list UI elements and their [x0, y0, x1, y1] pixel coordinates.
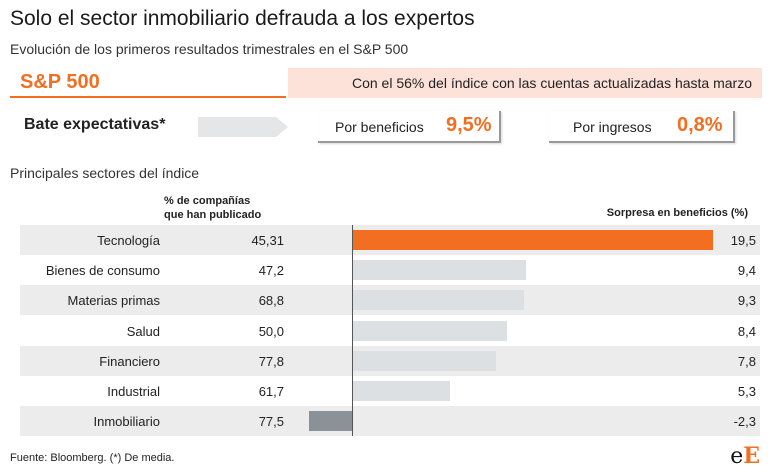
published-header-line-2: que han publicado [164, 209, 262, 221]
sector-name: Industrial [107, 384, 160, 399]
published-percent: 77,5 [258, 414, 284, 430]
logo-letter-e: e [730, 444, 744, 469]
table-row: Bienes de consumo 47,2 9,4 [20, 255, 760, 285]
table-row: Tecnología 45,31 19,5 [20, 225, 760, 255]
published-percent: 68,8 [258, 293, 284, 309]
surprise-value-label: 7,8 [737, 353, 756, 369]
table-row: Inmobiliario 77,5 -2,3 [20, 406, 760, 437]
sector-name: Inmobiliario [93, 414, 160, 430]
index-banner: S&P 500 Con el 56% del índice con las cu… [10, 68, 762, 98]
logo-letter-E: E [743, 443, 760, 469]
earnings-beat-value: 9,5% [446, 114, 492, 136]
sector-name: Financiero [99, 353, 160, 369]
published-percent: 61,7 [258, 384, 284, 399]
index-note: Con el 56% del índice con las cuentas ac… [351, 75, 752, 91]
table-row: Financiero 77,8 7,8 [20, 345, 760, 376]
published-percent: 50,0 [258, 323, 284, 339]
arrow-right-icon [198, 117, 288, 137]
surprise-bar [352, 260, 526, 281]
surprise-value-label: 9,3 [737, 293, 756, 309]
zero-axis-line [352, 225, 353, 436]
surprise-bar [352, 350, 497, 371]
surprise-value-label: 8,4 [737, 323, 756, 339]
published-header-line-1: % de compañías [164, 195, 251, 207]
surprise-bar [352, 320, 508, 341]
sectors-title: Principales sectores del índice [10, 165, 200, 181]
beat-expectations-label: Bate expectativas* [24, 116, 166, 133]
published-column-header: % de compañías que han publicado [164, 194, 261, 222]
surprise-bar [352, 230, 713, 250]
sector-name: Salud [126, 323, 160, 339]
table-row: Materias primas 68,8 9,3 [20, 285, 760, 316]
surprise-bar [352, 381, 451, 401]
chart-title: Solo el sector inmobiliario defrauda a l… [10, 7, 475, 30]
revenue-beat-box: Por ingresos 0,8% [549, 111, 735, 143]
sector-name: Tecnología [97, 233, 160, 248]
surprise-value-label: 9,4 [737, 263, 756, 279]
surprise-bar [309, 411, 352, 432]
surprise-bar [352, 290, 525, 311]
published-percent: 45,31 [251, 233, 284, 248]
surprise-value-label: 19,5 [730, 233, 756, 248]
source-footnote: Fuente: Bloomberg. (*) De media. [10, 452, 175, 464]
table-row: Salud 50,0 8,4 [20, 316, 760, 346]
index-underline [10, 96, 286, 98]
surprise-value-label: 5,3 [737, 384, 756, 399]
sector-name: Materias primas [67, 293, 160, 309]
index-note-cell: Con el 56% del índice con las cuentas ac… [288, 68, 762, 98]
sector-name: Bienes de consumo [45, 263, 160, 279]
surprise-column-header: Sorpresa en beneficios (%) [606, 207, 748, 219]
earnings-beat-box: Por beneficios 9,5% [318, 111, 501, 143]
published-percent: 47,2 [258, 263, 284, 279]
index-name-cell: S&P 500 [10, 68, 286, 98]
chart-subtitle: Evolución de los primeros resultados tri… [10, 41, 409, 57]
surprise-value-label: -2,3 [733, 414, 756, 430]
index-name: S&P 500 [20, 71, 100, 93]
revenue-beat-value: 0,8% [677, 114, 723, 136]
table-row: Industrial 61,7 5,3 [20, 376, 760, 406]
earnings-beat-label: Por beneficios [335, 119, 424, 135]
published-percent: 77,8 [258, 353, 284, 369]
revenue-beat-label: Por ingresos [573, 119, 652, 135]
publisher-logo: eE [730, 443, 760, 469]
